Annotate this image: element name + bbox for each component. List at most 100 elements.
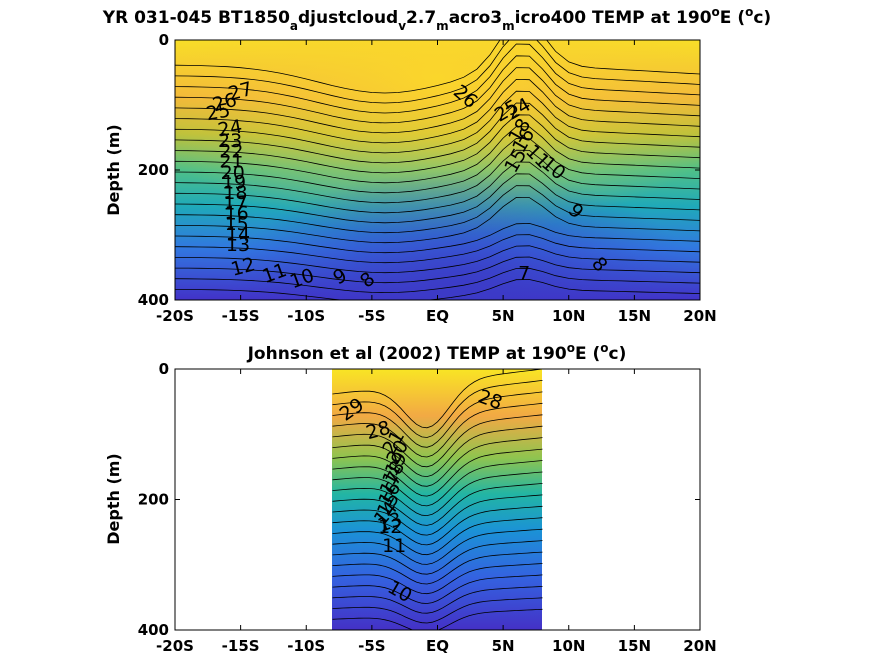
isotherm-line (175, 55, 700, 124)
title-part: c) (753, 8, 771, 28)
isotherm-line (332, 437, 543, 487)
x-tick-label: 15N (618, 637, 651, 655)
x-tick-label: 10N (552, 307, 585, 325)
contour-label: 18 (223, 182, 247, 204)
title-part: m (436, 19, 449, 33)
axis-ticks-2: -20S -15S -10S -5S EQ 5N 10N 15N 20N 0 200 400 (138, 360, 717, 655)
contour-label: 12 (378, 516, 402, 538)
isotherm-line (332, 494, 543, 536)
x-tick-label: EQ (426, 637, 449, 655)
isotherm-line (175, 234, 700, 264)
y-tick-label: 200 (138, 491, 169, 509)
isotherm-line (332, 414, 543, 468)
isotherm-line (332, 563, 543, 595)
isotherm-line (332, 425, 543, 478)
isotherm-line (175, 78, 700, 144)
x-tick-label: -15S (222, 307, 260, 325)
x-tick-label: EQ (426, 307, 449, 325)
isotherm-line (332, 369, 543, 429)
chart-title-2: Johnson et al (2002) TEMP at 190oE (oc) (247, 341, 627, 364)
x-tick-label: -5S (358, 307, 385, 325)
y-tick-label: 400 (138, 291, 169, 309)
isotherm-line (175, 114, 700, 174)
title-part: o (712, 5, 720, 19)
isotherm-line (175, 245, 700, 274)
contour-label: 15 (225, 213, 249, 235)
x-tick-label: -5S (358, 637, 385, 655)
isotherm-line (332, 574, 543, 604)
contour-label: 13 (226, 234, 250, 256)
isotherm-line (175, 267, 700, 294)
title-part: E ( (575, 344, 600, 364)
chart-title-1: YR 031-045 BT1850adjustcloudv2.7macro3mi… (102, 5, 771, 33)
title-part: c) (609, 344, 627, 364)
isotherm-lines-2 (332, 369, 543, 630)
contour-label: 11 (382, 535, 406, 557)
title-part: v (398, 19, 406, 33)
isotherm-line (332, 551, 543, 585)
plot-area-1 (175, 40, 700, 300)
isotherm-line (175, 102, 700, 164)
isotherm-line (332, 483, 543, 526)
isotherm-line (332, 471, 543, 517)
title-part: djustcloud (298, 8, 398, 28)
isotherm-line (175, 137, 700, 194)
y-axis-label-2: Depth (m) (104, 453, 123, 545)
isotherm-line (175, 196, 700, 244)
isotherm-line (332, 391, 543, 448)
x-tick-label: -20S (156, 307, 194, 325)
y-tick-label: 0 (159, 31, 169, 49)
contour-label: 23 (218, 130, 242, 152)
isotherm-line (332, 402, 543, 458)
x-tick-label: -10S (287, 637, 325, 655)
title-part: o (567, 341, 575, 355)
isotherm-line (332, 517, 543, 556)
x-tick-label: 10N (552, 637, 585, 655)
isotherm-line (332, 540, 543, 575)
title-part: E ( (720, 8, 745, 28)
isotherm-line (332, 528, 543, 565)
isotherm-line (332, 448, 543, 497)
contour-label: 21 (219, 151, 243, 173)
title-part: icro400 TEMP at 190 (515, 8, 712, 28)
isotherm-line (332, 460, 543, 507)
y-tick-label: 0 (159, 360, 169, 378)
y-axis-label-1: Depth (m) (104, 124, 123, 216)
x-tick-label: 5N (492, 307, 515, 325)
x-tick-label: -15S (222, 637, 260, 655)
isotherm-line (332, 586, 543, 614)
isotherm-line (332, 505, 543, 546)
isotherm-line (332, 608, 543, 630)
contour-label: 19 (222, 172, 246, 194)
x-tick-label: 5N (492, 637, 515, 655)
isotherm-line (332, 380, 543, 438)
isotherm-line (175, 40, 700, 104)
isotherm-line (175, 126, 700, 184)
title-part: Johnson et al (2002) TEMP at 190 (247, 344, 567, 364)
title-part: o (600, 341, 608, 355)
x-tick-label: 15N (618, 307, 651, 325)
title-part: 2.7 (406, 8, 436, 28)
title-part: YR 031-045 BT1850 (102, 8, 290, 28)
title-part: o (745, 5, 753, 19)
x-tick-label: -20S (156, 637, 194, 655)
axis-ticks-1: -20S -15S -10S -5S EQ 5N 10N 15N 20N 0 200 400 (138, 31, 717, 325)
isotherm-line (175, 40, 700, 94)
contour-label: 16 (225, 203, 249, 225)
isotherm-line (175, 43, 700, 114)
contour-label: 17 (223, 192, 247, 214)
title-part: m (502, 19, 515, 33)
contour-label: 25 (204, 99, 232, 125)
y-tick-label: 200 (138, 161, 169, 179)
title-part: acro3 (449, 8, 502, 28)
x-tick-label: -10S (287, 307, 325, 325)
contour-label: 14 (226, 224, 250, 246)
isotherm-line (175, 161, 700, 214)
contour-label: 24 (216, 116, 244, 142)
isotherm-line (175, 149, 700, 204)
title-part: a (290, 19, 298, 33)
contour-label: 22 (219, 140, 243, 162)
isotherm-line (175, 222, 700, 254)
contour-label: 7 (518, 263, 530, 285)
